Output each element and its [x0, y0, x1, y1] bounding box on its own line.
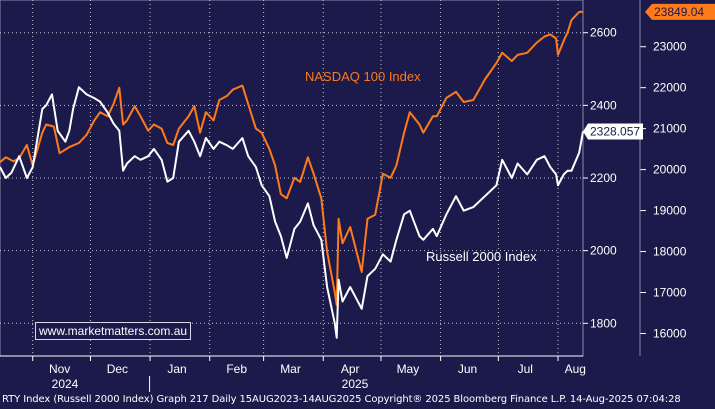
x-axis-year-label: 2024 — [52, 377, 79, 391]
left-axis-tick-label: 2400 — [590, 98, 617, 112]
x-axis-month-label: May — [397, 362, 420, 376]
russell-last-value-tag — [583, 123, 643, 140]
russell-last-value-label: 2328.057 — [590, 124, 640, 138]
nasdaq-100-label: NASDAQ 100 Index — [305, 69, 421, 84]
right-axis-tick-label: 19000 — [653, 204, 687, 218]
x-axis-month-label: Jun — [458, 362, 477, 376]
russell-2000-label: Russell 2000 Index — [426, 249, 537, 264]
nasdaq-last-value-tag — [645, 3, 715, 20]
x-axis-year-label: 2025 — [342, 377, 369, 391]
russell-2000-line — [0, 86, 584, 339]
left-axis-tick-label: 2200 — [590, 171, 617, 185]
nasdaq-last-value-label: 23849.04 — [654, 5, 704, 19]
right-axis-tick-label: 18000 — [653, 245, 687, 259]
x-axis-month-label: Jul — [518, 362, 533, 376]
right-axis-tick-label: 22000 — [653, 81, 687, 95]
x-axis-month-label: Apr — [341, 362, 360, 376]
x-axis-month-label: Aug — [565, 362, 586, 376]
footer-source: RTY Index (Russell 2000 Index) Graph 217… — [2, 394, 681, 405]
right-axis-tick-label: 23000 — [653, 40, 687, 54]
left-axis-tick-label: 2600 — [590, 26, 617, 40]
x-axis-month-label: Mar — [280, 362, 301, 376]
nasdaq-100-line — [0, 10, 583, 306]
right-axis-tick-label: 17000 — [653, 286, 687, 300]
x-axis-month-label: Nov — [49, 362, 70, 376]
plot-area — [0, 0, 584, 357]
x-axis-month-label: Dec — [107, 362, 128, 376]
x-axis-month-label: Feb — [226, 362, 247, 376]
watermark-url: www.marketmatters.com.au — [35, 322, 192, 340]
right-axis-tick-label: 20000 — [653, 163, 687, 177]
x-axis-month-label: Jan — [167, 362, 186, 376]
right-axis-tick-label: 21000 — [653, 122, 687, 136]
left-axis-tick-label: 2000 — [590, 244, 617, 258]
right-axis-tick-label: 16000 — [653, 326, 687, 340]
left-axis-tick-label: 1800 — [590, 316, 617, 330]
